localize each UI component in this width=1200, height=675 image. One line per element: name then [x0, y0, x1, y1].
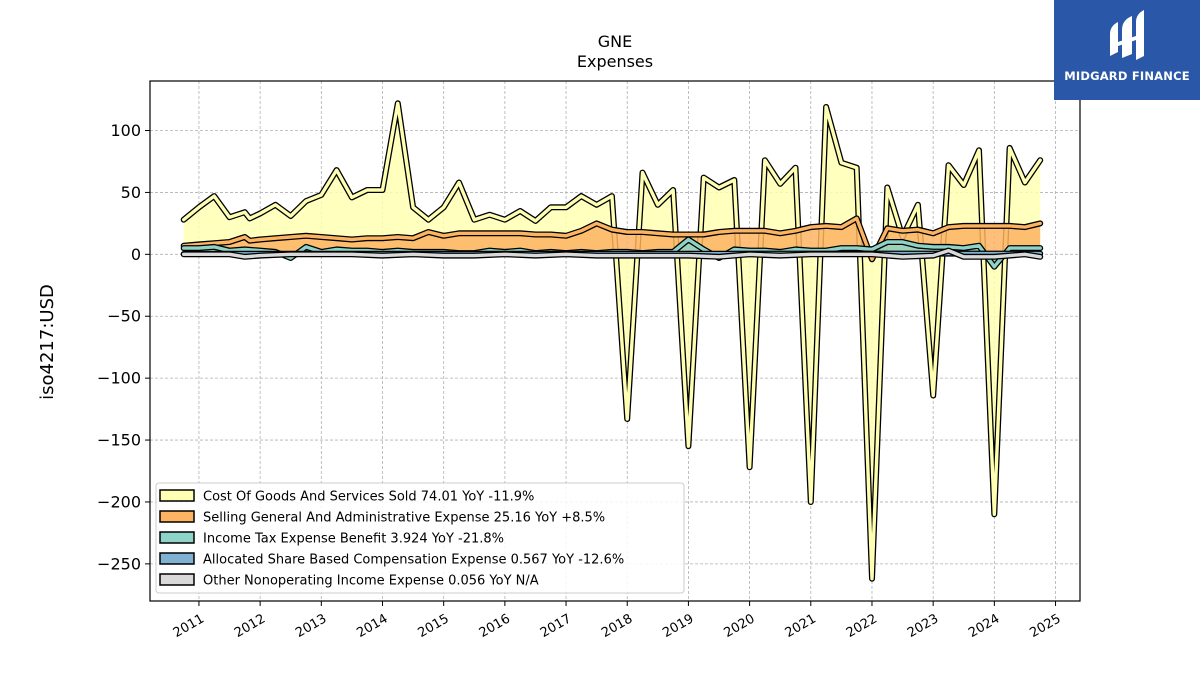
series-line-4	[181, 248, 1042, 259]
legend-label-4: Other Nonoperating Income Expense 0.056 …	[203, 574, 539, 589]
brand-name: MIDGARD FINANCE	[1064, 69, 1190, 83]
y-tick-label: −50	[107, 307, 141, 326]
y-tick-label: 50	[121, 183, 141, 202]
y-tick-label: −200	[97, 492, 141, 511]
x-tick-label: 2023	[905, 611, 941, 641]
legend-swatch-2	[159, 531, 195, 544]
x-tick-label: 2016	[477, 611, 513, 641]
chart-subtitle: Expenses	[577, 52, 653, 71]
y-tick-label: 0	[131, 245, 141, 264]
x-tick-label: 2012	[232, 611, 268, 641]
legend-box	[155, 482, 685, 594]
legend-swatch-4	[159, 573, 195, 586]
y-tick-label: 100	[110, 121, 141, 140]
x-tick-label: 2011	[171, 611, 207, 641]
y-tick-label: −250	[97, 554, 141, 573]
series-layer	[180, 100, 1044, 582]
x-tick-label: 2017	[538, 611, 574, 641]
legend-swatch-1	[159, 510, 195, 523]
legend-label-0: Cost Of Goods And Services Sold 74.01 Yo…	[203, 490, 534, 505]
series-line-1	[181, 216, 1042, 261]
x-tick-label: 2015	[416, 611, 452, 641]
series-area-0	[183, 103, 1041, 579]
x-tick-label: 2021	[783, 611, 819, 641]
y-tick-label: −150	[97, 431, 141, 450]
x-tick-label: 2019	[660, 611, 696, 641]
x-tick-label: 2020	[721, 611, 757, 641]
plot-frame	[149, 80, 1081, 602]
legend-label-1: Selling General And Administrative Expen…	[203, 511, 605, 526]
x-tick-label: 2025	[1027, 611, 1063, 641]
x-tick-label: 2022	[844, 611, 880, 641]
y-axis-label: iso4217:USD	[37, 284, 58, 400]
x-tick-label: 2024	[966, 611, 1002, 641]
chart-title: GNE	[598, 32, 632, 51]
legend-swatch-3	[159, 552, 195, 565]
legend-label-3: Allocated Share Based Compensation Expen…	[203, 553, 624, 568]
logo-mark-icon	[1110, 10, 1144, 60]
x-axis: 2011 2012 2013 2014 2015 2016 2017 2018 2019 2020…	[171, 601, 1064, 641]
brand-logo: MIDGARD FINANCE	[1054, 0, 1200, 100]
legend-label-2: Income Tax Expense Benefit 3.924 YoY -21…	[203, 532, 504, 547]
series-line-0	[181, 101, 1042, 581]
x-tick-label: 2014	[354, 611, 390, 641]
legend: Cost Of Goods And Services Sold 74.01 Yo…	[155, 482, 685, 594]
y-tick-label: −100	[97, 369, 141, 388]
legend-swatch-0	[159, 489, 195, 502]
y-axis: 100 50 0 −50 −100 −150 −200 −250	[97, 121, 150, 573]
x-tick-label: 2013	[293, 611, 329, 641]
x-tick-label: 2018	[599, 611, 635, 641]
